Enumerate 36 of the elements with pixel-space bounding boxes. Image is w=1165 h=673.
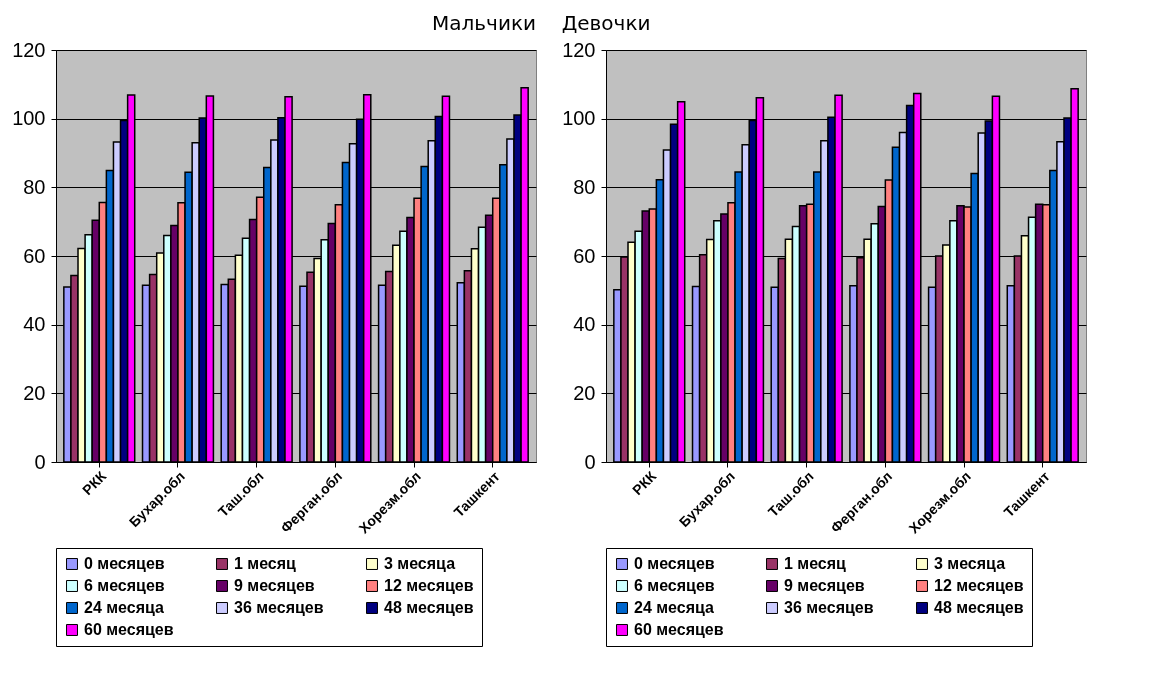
y-tick-label: 120 — [562, 38, 596, 61]
legend-label: 1 месяц — [784, 555, 847, 572]
legend-label: 60 месяцев — [634, 621, 724, 638]
y-tick-label: 100 — [562, 107, 596, 130]
legend-label: 12 месяцев — [934, 577, 1024, 594]
y-tick-label: 0 — [584, 450, 596, 473]
legend-label: 9 месяцев — [784, 577, 865, 594]
legend-label: 9 месяцев — [234, 577, 315, 594]
y-tick-label: 80 — [573, 175, 596, 198]
legend-label: 6 месяцев — [84, 577, 165, 594]
y-tick-label: 80 — [23, 175, 46, 198]
legend-label: 1 месяц — [234, 555, 297, 572]
legend-label: 24 месяца — [634, 599, 715, 616]
legend-label: 48 месяцев — [934, 599, 1024, 616]
y-tick-label: 40 — [23, 313, 46, 336]
y-tick-label: 40 — [573, 313, 596, 336]
chart-title: Мальчики — [432, 11, 536, 35]
legend-label: 36 месяцев — [784, 599, 874, 616]
legend-label: 36 месяцев — [234, 599, 324, 616]
legend-label: 48 месяцев — [384, 599, 474, 616]
legend-label: 6 месяцев — [634, 577, 715, 594]
legend-label: 3 месяца — [934, 555, 1006, 572]
legend-label: 0 месяцев — [634, 555, 715, 572]
y-tick-label: 120 — [12, 38, 46, 61]
legend-label: 3 месяца — [384, 555, 456, 572]
legend-label: 12 месяцев — [384, 577, 474, 594]
y-tick-label: 60 — [573, 244, 596, 267]
y-tick-label: 60 — [23, 244, 46, 267]
y-tick-label: 0 — [34, 450, 46, 473]
legend-label: 24 месяца — [84, 599, 165, 616]
y-tick-label: 20 — [23, 381, 46, 404]
y-tick-label: 100 — [12, 107, 46, 130]
chart-title: Девочки — [561, 11, 651, 35]
legend-label: 60 месяцев — [84, 621, 174, 638]
legend-label: 0 месяцев — [84, 555, 165, 572]
y-tick-label: 20 — [573, 381, 596, 404]
